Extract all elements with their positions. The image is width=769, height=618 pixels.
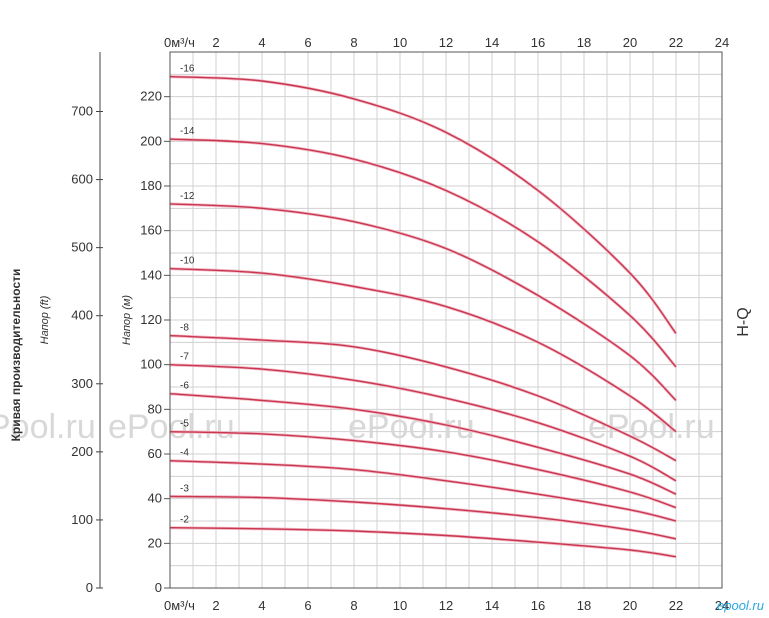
ft-tick-label: 0 bbox=[86, 580, 93, 595]
y-tick-label: 60 bbox=[148, 446, 162, 461]
curve-label-stage-10: -10 bbox=[180, 256, 195, 267]
ft-tick-label: 700 bbox=[71, 103, 93, 118]
curve-label-stage-16: -16 bbox=[180, 64, 195, 75]
x-tick-label-top: 8 bbox=[350, 35, 357, 50]
curve-stage-14 bbox=[169, 138, 677, 368]
curve-label-stage-5: -5 bbox=[180, 419, 189, 430]
x-tick-label-bottom: 18 bbox=[577, 598, 591, 613]
x-tick-label-top: 14 bbox=[485, 35, 499, 50]
x-tick-label-top: 20 bbox=[623, 35, 637, 50]
curve-stage-10 bbox=[169, 267, 677, 433]
x-tick-label-top: 24 bbox=[715, 35, 729, 50]
x-tick-label-top: 2 bbox=[212, 35, 219, 50]
x-tick-label-top: 4 bbox=[258, 35, 265, 50]
x-tick-label-bottom: 8 bbox=[350, 598, 357, 613]
watermark-text: Pool.ru bbox=[0, 408, 96, 446]
x-tick-label-bottom: 22 bbox=[669, 598, 683, 613]
curve-stage-6 bbox=[169, 393, 677, 495]
x-tick-label-bottom: 10 bbox=[393, 598, 407, 613]
tick-labels: 0м³/ч0м³/ч224466881010121214141616181820… bbox=[71, 35, 729, 613]
ft-tick-label: 500 bbox=[71, 240, 93, 255]
ft-tick-label: 400 bbox=[71, 308, 93, 323]
curve-stage-4 bbox=[169, 460, 677, 522]
curve-stage-16 bbox=[169, 75, 677, 334]
curve-stage-8 bbox=[169, 334, 677, 462]
curve-label-stage-2: -2 bbox=[180, 515, 189, 526]
curve-label-stage-8: -8 bbox=[180, 323, 189, 334]
y-tick-label: 100 bbox=[140, 357, 162, 372]
ft-tick-label: 200 bbox=[71, 444, 93, 459]
y-tick-label: 180 bbox=[140, 178, 162, 193]
x-tick-label-bottom: 16 bbox=[531, 598, 545, 613]
curve-label-stage-12: -12 bbox=[180, 191, 195, 202]
x-tick-label-bottom: 12 bbox=[439, 598, 453, 613]
x-tick-label-bottom: 6 bbox=[304, 598, 311, 613]
x-tick-label-bottom: 20 bbox=[623, 598, 637, 613]
ft-tick-label: 600 bbox=[71, 172, 93, 187]
curve-labels: -2 -3 -4 -5 -6 -7 -8 -10 -12 -14 -16 bbox=[180, 64, 195, 526]
x-tick-label-bottom: 4 bbox=[258, 598, 265, 613]
curve-label-stage-7: -7 bbox=[180, 352, 189, 363]
y-tick-label: 220 bbox=[140, 89, 162, 104]
hq-curves bbox=[169, 75, 678, 559]
x-tick-label-top: 22 bbox=[669, 35, 683, 50]
side-title: Кривая производительности bbox=[9, 269, 23, 442]
curve-label-stage-6: -6 bbox=[180, 381, 189, 392]
curve-stage-12 bbox=[169, 203, 677, 401]
curve-label-stage-14: -14 bbox=[180, 126, 195, 137]
y-tick-label: 120 bbox=[140, 312, 162, 327]
x-tick-label-top: 6 bbox=[304, 35, 311, 50]
x-tick-label-bottom: 2 bbox=[212, 598, 219, 613]
x-tick-label-top: 0м³/ч bbox=[164, 35, 195, 50]
hq-label: H-Q bbox=[735, 307, 752, 336]
y-tick-label: 0 bbox=[155, 580, 162, 595]
watermark-text: ePool.ru bbox=[108, 408, 235, 446]
ft-tick-label: 300 bbox=[71, 376, 93, 391]
x-tick-label-top: 16 bbox=[531, 35, 545, 50]
y-tick-label: 40 bbox=[148, 491, 162, 506]
x-tick-label-top: 12 bbox=[439, 35, 453, 50]
x-tick-label-bottom: 14 bbox=[485, 598, 499, 613]
y-tick-label: 200 bbox=[140, 133, 162, 148]
x-tick-label-bottom: 0м³/ч bbox=[164, 598, 195, 613]
curve-stage-2 bbox=[169, 527, 677, 558]
y-axis-label: Напор (м) bbox=[121, 295, 133, 345]
x-tick-label-top: 10 bbox=[393, 35, 407, 50]
curve-label-stage-3: -3 bbox=[180, 483, 189, 494]
ft-axis-label: Напор (ft) bbox=[39, 295, 51, 344]
x-tick-label-bottom: 24 bbox=[715, 598, 729, 613]
ft-tick-label: 100 bbox=[71, 512, 93, 527]
curve-stage-5 bbox=[169, 431, 677, 509]
y-tick-label: 80 bbox=[148, 401, 162, 416]
y-tick-label: 140 bbox=[140, 267, 162, 282]
corner-logo: epool.ru bbox=[717, 598, 764, 613]
y-tick-label: 160 bbox=[140, 223, 162, 238]
x-tick-label-top: 18 bbox=[577, 35, 591, 50]
y-tick-label: 20 bbox=[148, 535, 162, 550]
curve-stage-3 bbox=[169, 495, 677, 540]
curve-label-stage-4: -4 bbox=[180, 448, 189, 459]
curve-stage-7 bbox=[169, 364, 677, 482]
